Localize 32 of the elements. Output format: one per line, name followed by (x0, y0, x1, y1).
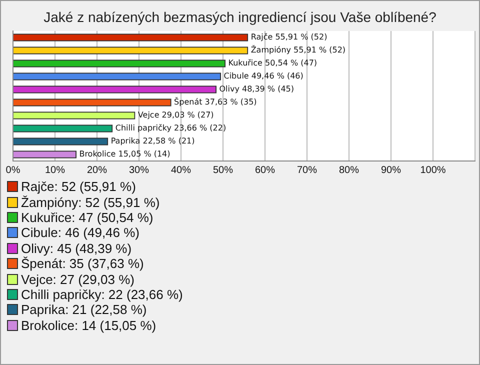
data-label: Špenát 37,63 % (35) (174, 96, 257, 107)
x-tick-label: 70% (296, 164, 318, 176)
x-tick-label: 0% (6, 164, 20, 176)
x-tick-label: 40% (170, 164, 192, 176)
legend-label: Vejce: 27 (29,03 %) (21, 272, 134, 287)
x-tick-label: 20% (86, 164, 108, 176)
data-label: Olivy 48,39 % (45) (219, 84, 294, 94)
data-label: Kukuřice 50,54 % (47) (228, 58, 318, 68)
data-label: Vejce 29,03 % (27) (138, 110, 214, 120)
legend-label: Rajče: 52 (55,91 %) (21, 179, 136, 194)
data-label: Žampióny 55,91 % (52) (250, 44, 346, 55)
legend-label: Chilli papričky: 22 (23,66 %) (21, 286, 183, 302)
x-tick-label: 100% (420, 164, 446, 176)
chart-title: Jaké z nabízených bezmasých ingrediencí jsou Vaše oblíbené? (42, 9, 438, 27)
x-tick-label: 80% (338, 164, 360, 176)
legend-label: Žampióny: 52 (55,91 %) (21, 194, 160, 210)
legend-label: Olivy: 45 (48,39 %) (21, 240, 132, 256)
legend-label: Paprika: 21 (22,58 %) (21, 302, 147, 318)
data-label: Rajče 55,91 % (52) (250, 32, 328, 42)
data-label: Brokolice 15,05 % (14) (79, 150, 170, 159)
legend-label: Kukuřice: 47 (50,54 %) (21, 210, 154, 225)
legend-label: Špenát: 35 (37,63 %) (21, 256, 144, 272)
legend-label: Brokolice: 14 (15,05 %) (21, 318, 156, 333)
x-tick-label: 30% (128, 164, 150, 176)
legend-label: Cibule: 46 (49,46 %) (21, 225, 140, 240)
x-tick-label: 90% (380, 164, 402, 176)
data-label: Cibule 49,46 % (46) (224, 72, 304, 81)
x-tick-label: 50% (212, 164, 234, 176)
data-label: Paprika 22,58 % (21) (110, 136, 195, 146)
data-label: Chilli papričky 23,66 % (22) (115, 124, 226, 133)
x-tick-label: 60% (254, 164, 276, 176)
x-tick-label: 10% (44, 164, 66, 176)
